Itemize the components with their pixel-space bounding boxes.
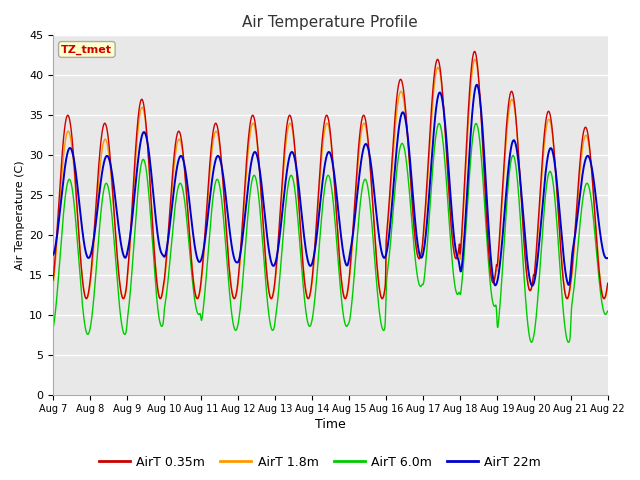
Title: Air Temperature Profile: Air Temperature Profile (243, 15, 418, 30)
Y-axis label: Air Temperature (C): Air Temperature (C) (15, 160, 25, 270)
Text: TZ_tmet: TZ_tmet (61, 44, 113, 55)
X-axis label: Time: Time (315, 419, 346, 432)
Legend: AirT 0.35m, AirT 1.8m, AirT 6.0m, AirT 22m: AirT 0.35m, AirT 1.8m, AirT 6.0m, AirT 2… (94, 451, 546, 474)
